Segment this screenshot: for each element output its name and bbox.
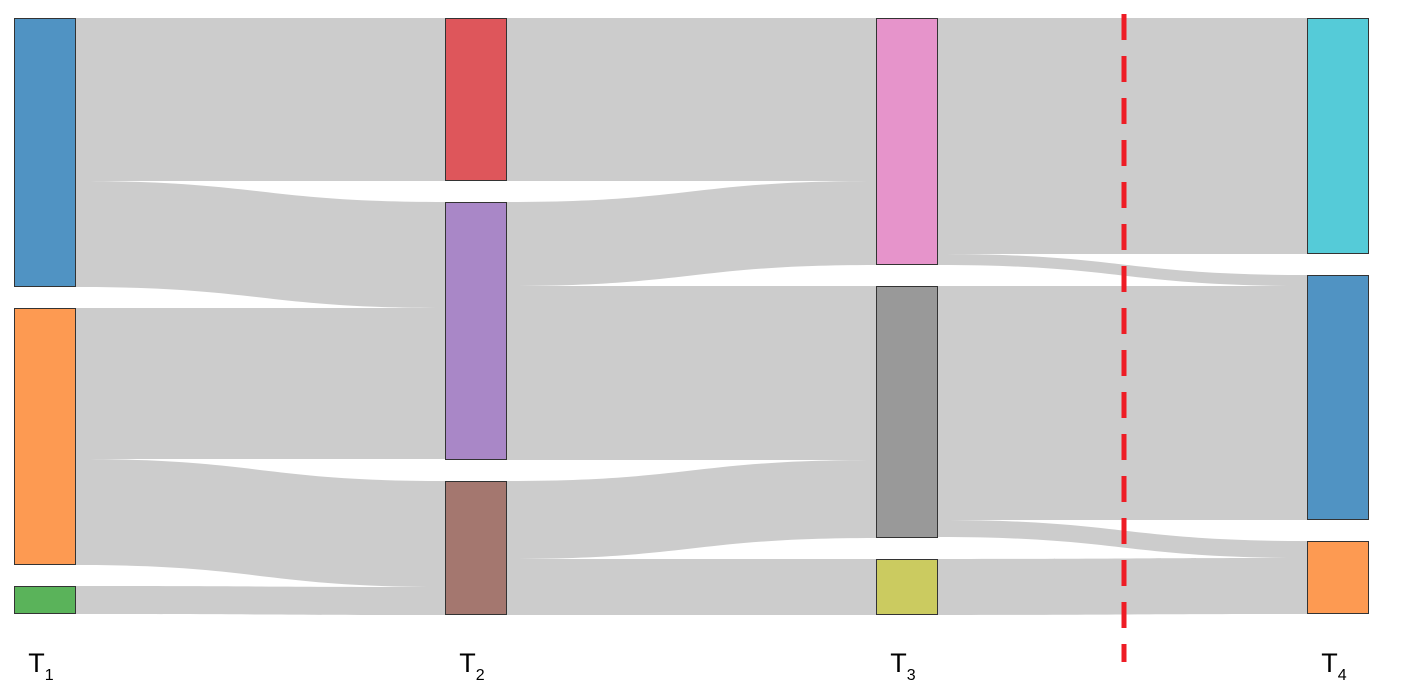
stage-label: T3	[890, 648, 916, 684]
node	[876, 559, 938, 615]
flow-link	[507, 286, 876, 460]
flow-link	[76, 308, 445, 459]
flow-link	[938, 18, 1307, 254]
node	[1307, 18, 1369, 254]
flow-link	[507, 181, 876, 286]
node	[14, 586, 76, 614]
links	[76, 18, 1307, 615]
stage-label: T1	[28, 648, 54, 684]
flow-link	[76, 586, 445, 615]
node	[876, 286, 938, 538]
flow-link	[507, 460, 876, 559]
node	[1307, 541, 1369, 614]
node	[1307, 275, 1369, 520]
flow-link	[507, 18, 876, 181]
flow-link	[938, 558, 1307, 615]
stage-label: T2	[459, 648, 485, 684]
stage-label-main: T	[28, 648, 45, 678]
stage-label-main: T	[459, 648, 476, 678]
flow-link	[76, 181, 445, 308]
flow-link	[76, 459, 445, 587]
stage-label-subscript: 3	[907, 667, 916, 684]
node	[14, 308, 76, 565]
node	[445, 202, 507, 460]
nodes	[14, 18, 1369, 615]
stage-label-main: T	[890, 648, 907, 678]
node	[14, 18, 76, 287]
stage-label-subscript: 4	[1338, 667, 1347, 684]
node	[876, 18, 938, 265]
flow-link	[507, 559, 876, 615]
stage-label-subscript: 1	[45, 667, 54, 684]
stage-label-main: T	[1321, 648, 1338, 678]
stage-label-subscript: 2	[476, 667, 485, 684]
stage-label: T4	[1321, 648, 1347, 684]
node	[445, 18, 507, 181]
stage-labels: T1 T2 T3 T4	[28, 648, 1347, 684]
node	[445, 481, 507, 615]
flow-link	[76, 18, 445, 181]
